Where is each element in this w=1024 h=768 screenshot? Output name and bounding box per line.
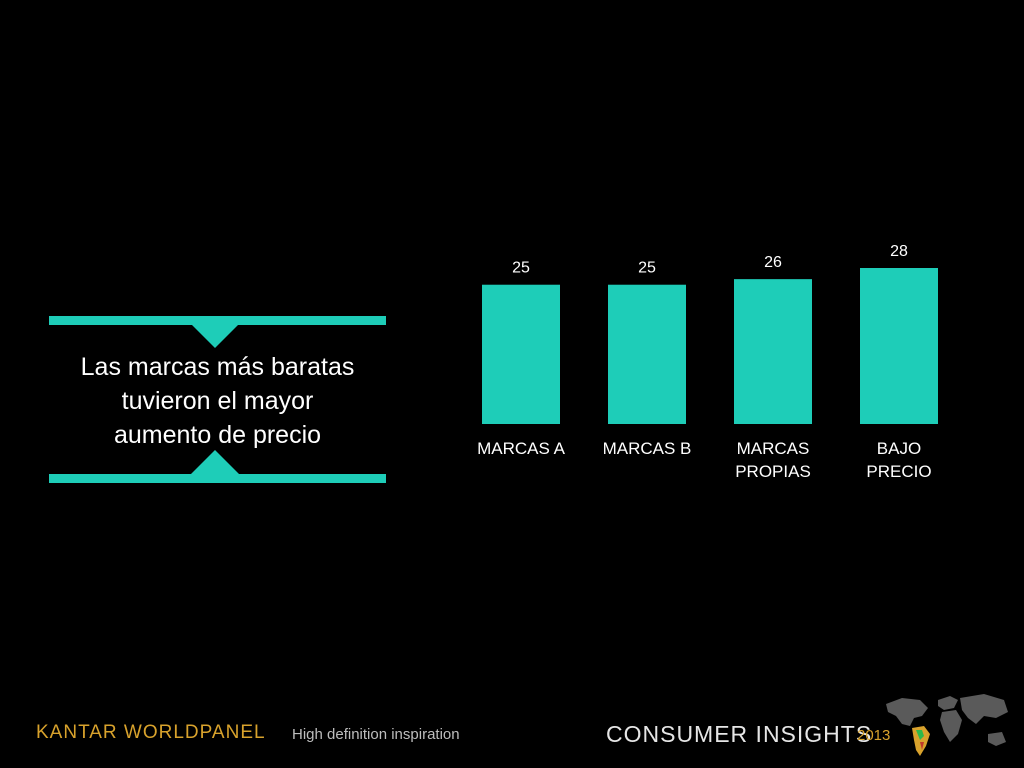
category-label: MARCAS B	[603, 439, 692, 458]
callout-arrow-up-icon	[191, 450, 239, 474]
brand-logo-text: KANTAR WORLDPANEL	[36, 722, 266, 743]
headline-line-3: aumento de precio	[113, 421, 322, 449]
category-label-line: BAJO	[877, 439, 921, 458]
report-title: CONSUMER INSIGHTS	[606, 721, 873, 747]
callout-headline: Las marcas más baratas tuvieron el mayor…	[49, 350, 386, 452]
headline-line-1: Las marcas más baratas	[80, 353, 355, 381]
bar-value-label: 26	[764, 254, 782, 271]
bar	[482, 284, 560, 424]
category-label: BAJO PRECIO	[866, 439, 931, 481]
bar-value-label: 28	[890, 243, 908, 260]
category-label-line: PROPIAS	[735, 462, 811, 481]
bar-value-label: 25	[512, 260, 530, 277]
brand-tagline: High definition inspiration	[292, 726, 460, 743]
category-label: MARCAS A	[477, 439, 566, 458]
category-label-line: MARCAS	[737, 439, 810, 458]
category-label-line: MARCAS A	[477, 439, 566, 458]
world-map-icon	[886, 694, 1008, 756]
callout-top-rule	[49, 316, 386, 325]
bar-value-label: 25	[638, 260, 656, 277]
headline-line-2: tuvieron el mayor	[121, 387, 314, 415]
category-label: MARCAS PROPIAS	[735, 439, 811, 481]
report-year: 2013	[857, 727, 891, 744]
bar	[608, 284, 686, 424]
callout-bottom-rule	[49, 474, 386, 483]
bar	[860, 268, 938, 424]
category-label-line: MARCAS B	[603, 439, 692, 458]
callout-arrow-down-icon	[191, 324, 239, 348]
category-label-line: PRECIO	[866, 462, 931, 481]
headline-callout: Las marcas más baratas tuvieron el mayor…	[49, 312, 386, 484]
bar	[734, 279, 812, 424]
